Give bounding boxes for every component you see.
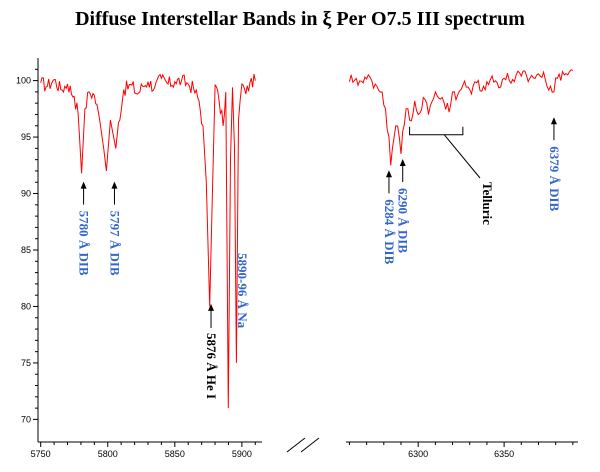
y-tick-label: 70 — [21, 414, 31, 424]
annotation-arrowhead — [550, 117, 557, 125]
spectrum-line — [348, 69, 573, 166]
annotation-label: 6379 Å DIB — [547, 146, 562, 211]
x-tick-label: 6350 — [494, 449, 514, 459]
annotation-label: 6290 Å DIB — [396, 188, 411, 253]
annotation-arrowhead — [80, 181, 87, 189]
x-tick-label: 5800 — [98, 449, 118, 459]
annotation-arrowhead — [385, 170, 392, 178]
x-tick-label: 5900 — [232, 449, 252, 459]
annotation-arrowhead — [399, 159, 406, 166]
annotation-label: Telluric — [480, 182, 495, 225]
y-tick-label: 90 — [21, 189, 31, 199]
annotation-label: 5890-96 Å Na — [235, 253, 250, 329]
chart-title: Diffuse Interstellar Bands in ξ Per O7.5… — [75, 8, 525, 30]
annotation-label: 5876 Å He I — [204, 333, 219, 399]
telluric-bracket — [409, 126, 464, 136]
y-tick-label: 100 — [16, 76, 31, 86]
spectrum-line — [40, 73, 256, 409]
annotation-label: 5780 Å DIB — [77, 211, 92, 276]
annotation-label: 5797 Å DIB — [107, 211, 122, 276]
annotation-label: 6284 Å DIB — [382, 199, 397, 264]
annotation-arrowhead — [208, 303, 215, 311]
plot-panels: 5750 5800 5850 5900 100 95 90 85 80 75 70 5780 Å DI… — [16, 58, 578, 459]
y-tick-label: 95 — [21, 132, 31, 142]
x-tick-label: 6300 — [408, 449, 428, 459]
annotation-arrowhead — [111, 181, 118, 189]
y-tick-label: 85 — [21, 245, 31, 255]
axis-break-marks — [286, 437, 320, 453]
panel-1: 5750 5800 5850 5900 100 95 90 85 80 75 70 5780 Å DI… — [16, 58, 262, 459]
x-tick-label: 5750 — [31, 449, 51, 459]
x-tick-label: 5850 — [165, 449, 185, 459]
y-tick-label: 75 — [21, 358, 31, 368]
telluric-pointer — [443, 134, 481, 179]
y-tick-label: 80 — [21, 301, 31, 311]
